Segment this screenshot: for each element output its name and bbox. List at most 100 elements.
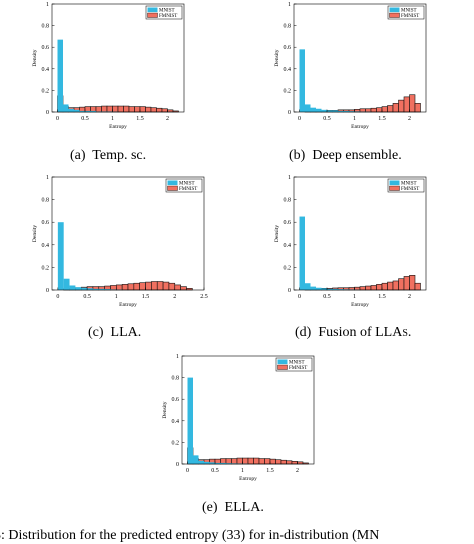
y-tick-label: 1 <box>288 175 291 181</box>
x-tick-label: 0 <box>56 116 59 122</box>
x-tick-label: 1.5 <box>378 116 386 122</box>
y-axis-label: Density <box>162 401 168 418</box>
y-tick-label: 0.6 <box>284 220 292 226</box>
bar-fmnist <box>382 107 388 112</box>
y-tick-label: 0 <box>46 288 49 294</box>
x-axis-label: Entropy <box>351 302 369 308</box>
legend-swatch-mnist <box>390 8 400 13</box>
bar-fmnist <box>254 458 260 464</box>
bar-mnist <box>311 287 317 290</box>
bar-fmnist <box>146 107 152 112</box>
x-tick-label: 1 <box>111 116 114 122</box>
y-tick-label: 1 <box>46 2 49 8</box>
y-tick-label: 0.2 <box>42 88 50 94</box>
bar-fmnist <box>371 108 377 112</box>
bar-fmnist <box>388 282 394 290</box>
x-tick-label: 0.5 <box>211 468 219 474</box>
bar-fmnist <box>151 282 157 290</box>
legend-swatch-mnist <box>168 181 178 186</box>
bar-fmnist <box>298 462 304 464</box>
subcaption-d-label: (d) <box>295 325 311 340</box>
bar-fmnist <box>129 107 135 112</box>
bar-fmnist <box>360 287 366 290</box>
y-axis-label: Density <box>274 225 280 242</box>
x-axis-label: Entropy <box>109 124 127 130</box>
x-tick-label: 0.5 <box>323 116 331 122</box>
legend-label-mnist: MNIST <box>159 9 175 14</box>
subcaption-c-label: (c) <box>88 325 104 340</box>
subcaption-d-sc: LLAs. <box>375 325 411 340</box>
subcaption-b-text: Deep ensemble. <box>312 148 401 163</box>
bar-mnist <box>305 104 311 112</box>
bar-fmnist <box>360 109 366 112</box>
y-tick-label: 0.2 <box>42 265 50 271</box>
bar-mnist <box>63 104 69 112</box>
bar-fmnist <box>157 108 163 112</box>
x-tick-label: 1.5 <box>136 116 144 122</box>
bar-fmnist <box>270 459 276 464</box>
x-tick-label: 1.5 <box>378 294 386 300</box>
y-tick-label: 1 <box>176 354 179 360</box>
bar-fmnist <box>151 108 157 112</box>
bar-mnist <box>204 462 210 464</box>
x-tick-label: 1 <box>115 294 118 300</box>
y-tick-label: 0.8 <box>284 198 292 204</box>
bar-fmnist <box>243 458 249 464</box>
bar-fmnist <box>113 106 119 112</box>
bar-fmnist <box>399 100 405 112</box>
legend-label-mnist: MNIST <box>179 182 195 187</box>
x-tick-label: 1 <box>353 116 356 122</box>
x-tick-label: 0 <box>298 116 301 122</box>
legend-label-mnist: MNIST <box>289 361 305 366</box>
bar-mnist <box>188 378 194 464</box>
bar-fmnist <box>281 460 287 464</box>
bar-mnist <box>74 110 80 112</box>
bar-fmnist <box>248 458 254 464</box>
bar-fmnist <box>110 285 116 290</box>
x-tick-label: 2.5 <box>200 294 208 300</box>
subcaption-e: (e) ELLA. <box>202 500 264 516</box>
x-tick-label: 0.5 <box>323 294 331 300</box>
bar-fmnist <box>259 459 265 464</box>
y-tick-label: 0 <box>46 110 49 116</box>
legend-swatch-fmnist <box>278 365 288 370</box>
y-tick-label: 0.8 <box>284 24 292 30</box>
bar-fmnist <box>96 107 102 112</box>
bar-mnist <box>75 287 81 290</box>
legend-swatch-fmnist <box>168 186 178 191</box>
y-tick-label: 0 <box>288 110 291 116</box>
subcaption-a-label: (a) <box>70 148 86 163</box>
legend-label-fmnist: FMNIST <box>401 14 419 19</box>
subcaption-e-label: (e) <box>202 500 218 515</box>
bar-fmnist <box>163 282 169 290</box>
y-tick-label: 0.8 <box>172 376 180 382</box>
y-tick-label: 0.4 <box>284 67 292 73</box>
subcaption-b-label: (b) <box>289 148 305 163</box>
bar-mnist <box>69 109 75 112</box>
bar-mnist <box>193 455 199 464</box>
y-tick-label: 0.6 <box>42 220 50 226</box>
axes-frame <box>52 4 184 112</box>
legend-swatch-mnist <box>278 360 288 365</box>
x-tick-label: 1.5 <box>266 468 274 474</box>
bar-mnist <box>199 461 205 464</box>
y-tick-label: 0.4 <box>42 67 50 73</box>
bar-mnist <box>305 283 311 290</box>
y-tick-label: 0.2 <box>172 440 180 446</box>
bar-mnist <box>70 285 76 290</box>
y-tick-label: 0.8 <box>42 198 50 204</box>
y-tick-label: 0.2 <box>284 88 292 94</box>
y-tick-label: 0.2 <box>284 265 292 271</box>
bar-fmnist <box>162 109 168 112</box>
bar-mnist <box>300 49 306 112</box>
bar-mnist <box>300 217 306 290</box>
bar-fmnist <box>415 103 421 112</box>
bar-mnist <box>58 40 64 112</box>
bar-fmnist <box>232 459 238 464</box>
bar-fmnist <box>169 283 175 290</box>
y-tick-label: 0.6 <box>284 45 292 51</box>
